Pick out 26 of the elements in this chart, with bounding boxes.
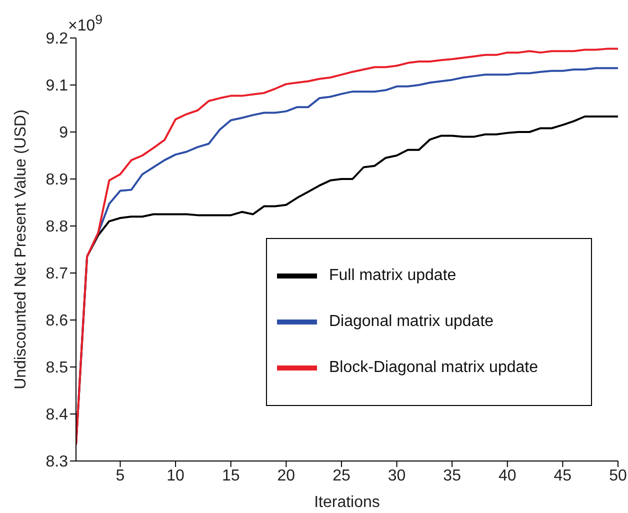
x-tick-label: 35 [443, 467, 462, 484]
y-tick-label: 8.5 [46, 360, 68, 377]
y-tick-label: 8.8 [46, 218, 68, 236]
text: ×10$^{9}$ [68, 12, 103, 36]
y-tick-label: 8.6 [46, 312, 68, 330]
y-tick-label: 8.3 [46, 454, 68, 471]
x-tick-label: 5 [116, 467, 125, 484]
y-axis-title: Undiscounted Net Present Value (USD) [12, 110, 30, 390]
x-tick-label: 25 [332, 467, 350, 484]
y-tick-label: 9.1 [46, 78, 68, 95]
x-tick-label: 40 [498, 467, 516, 484]
y-tick-label: 8.7 [46, 266, 68, 283]
y-tick-label: 8.9 [46, 172, 68, 189]
legend-label: Full matrix update [329, 267, 456, 284]
y-tick-label: 9.2 [46, 30, 68, 48]
x-tick-label: 10 [166, 467, 185, 484]
x-axis-title: Iterations [314, 494, 380, 511]
legend-label: Block-Diagonal matrix update [329, 359, 538, 376]
x-tick-label: 20 [277, 467, 296, 484]
x-tick-label: 45 [554, 467, 572, 484]
legend-label: Diagonal matrix update [329, 313, 494, 330]
y-tick-label: 8.4 [46, 406, 68, 424]
x-tick-label: 30 [388, 467, 406, 484]
x-tick-label: 15 [222, 467, 240, 484]
y-tick-label: 9 [59, 124, 68, 142]
x-tick-label: 50 [609, 467, 627, 484]
